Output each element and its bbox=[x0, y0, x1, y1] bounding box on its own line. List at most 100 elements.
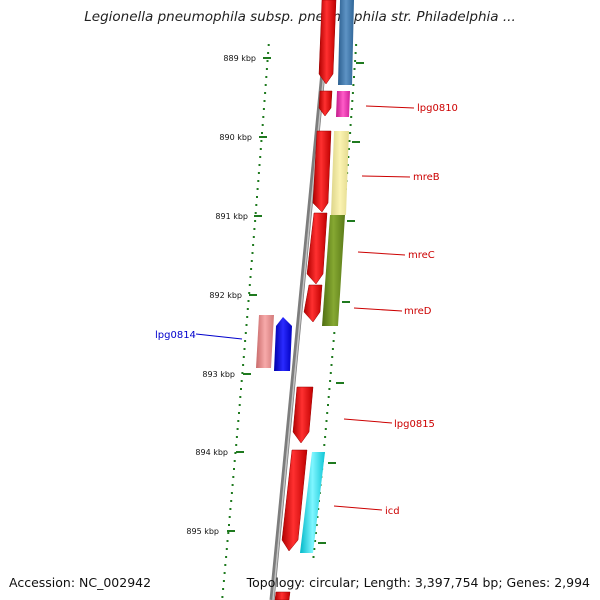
minor-tick bbox=[265, 68, 268, 70]
minor-tick bbox=[349, 132, 352, 134]
minor-tick bbox=[248, 284, 251, 286]
minor-tick bbox=[246, 308, 249, 310]
minor-tick bbox=[240, 388, 242, 390]
minor-tick bbox=[330, 364, 333, 366]
minor-tick bbox=[267, 52, 270, 54]
minor-tick bbox=[241, 372, 244, 374]
minor-tick bbox=[313, 548, 316, 550]
gene-arrow-top bbox=[318, 0, 337, 85]
minor-tick bbox=[353, 76, 355, 78]
minor-tick bbox=[347, 156, 350, 158]
minor-tick bbox=[240, 380, 243, 382]
gene-bar-salmon bbox=[256, 315, 274, 368]
gene-arrow-lpg0810-left bbox=[318, 90, 333, 117]
minor-tick bbox=[246, 316, 249, 318]
minor-tick bbox=[331, 348, 334, 350]
gene-arrow-mreB-left bbox=[312, 130, 332, 213]
minor-tick bbox=[351, 92, 354, 94]
minor-tick bbox=[329, 372, 332, 374]
minor-tick bbox=[263, 100, 266, 102]
gene-label-lpg0814: lpg0814 bbox=[155, 330, 196, 341]
genome-summary-text: Topology: circular; Length: 3,397,754 bp… bbox=[246, 575, 590, 590]
minor-tick bbox=[333, 332, 336, 334]
gene-bar-mreC-mreD bbox=[322, 215, 345, 326]
gene-arrow-mreC-left bbox=[306, 212, 328, 285]
gene-label-mreD: mreD bbox=[404, 306, 432, 317]
minor-tick bbox=[224, 564, 227, 566]
tick-label-895: 895 kbp bbox=[186, 527, 219, 536]
gene-arrow-mreD-left bbox=[303, 284, 323, 323]
minor-tick bbox=[244, 332, 247, 334]
minor-tick bbox=[236, 428, 239, 430]
tick-label-892: 892 kbp bbox=[209, 291, 242, 300]
minor-tick bbox=[265, 76, 268, 78]
minor-tick bbox=[327, 404, 329, 406]
tick-label-894: 894 kbp bbox=[195, 448, 228, 457]
minor-tick bbox=[257, 172, 260, 174]
minor-tick bbox=[247, 300, 250, 302]
minor-tick bbox=[259, 148, 262, 150]
minor-tick bbox=[250, 268, 253, 270]
minor-tick bbox=[331, 356, 334, 358]
minor-tick bbox=[230, 492, 233, 494]
minor-tick bbox=[227, 532, 230, 534]
minor-tick bbox=[316, 516, 319, 518]
minor-tick bbox=[243, 348, 246, 350]
minor-tick bbox=[235, 444, 238, 446]
minor-tick bbox=[254, 220, 257, 222]
minor-tick bbox=[329, 380, 332, 382]
gene-arrow-lpg0815 bbox=[292, 386, 314, 444]
minor-tick bbox=[324, 436, 327, 438]
minor-tick bbox=[226, 540, 229, 542]
minor-tick bbox=[261, 132, 263, 134]
tick-label-891: 891 kbp bbox=[215, 212, 248, 221]
tick-label-889: 889 kbp bbox=[223, 54, 256, 63]
minor-tick bbox=[262, 108, 265, 110]
minor-tick bbox=[229, 508, 232, 510]
gene-features bbox=[256, 0, 354, 600]
minor-tick bbox=[315, 524, 318, 526]
minor-tick bbox=[250, 260, 253, 262]
label-leaders bbox=[195, 105, 415, 511]
minor-tick bbox=[252, 244, 255, 246]
minor-tick bbox=[266, 60, 269, 62]
minor-tick bbox=[314, 540, 317, 542]
tick-label-890: 890 kbp bbox=[219, 133, 252, 142]
minor-tick bbox=[262, 116, 265, 118]
gene-label-mreC: mreC bbox=[408, 250, 435, 261]
minor-tick bbox=[230, 500, 233, 502]
minor-tick bbox=[237, 420, 240, 422]
gene-label-lpg0810: lpg0810 bbox=[417, 103, 458, 114]
minor-tick bbox=[348, 140, 351, 142]
minor-tick bbox=[325, 420, 328, 422]
minor-tick bbox=[254, 212, 257, 214]
minor-tick bbox=[255, 204, 258, 206]
tick-label-893: 893 kbp bbox=[202, 370, 235, 379]
gene-label-icd: icd bbox=[385, 506, 400, 517]
minor-tick bbox=[234, 452, 237, 454]
minor-tick bbox=[239, 396, 242, 398]
minor-tick bbox=[354, 60, 357, 62]
minor-tick bbox=[252, 236, 255, 238]
gene-label-mreB: mreB bbox=[413, 172, 440, 183]
gene-label-lpg0815: lpg0815 bbox=[394, 419, 435, 430]
minor-tick bbox=[256, 188, 259, 190]
minor-tick bbox=[312, 556, 315, 558]
map-title: Legionella pneumophila subsp. pneumophil… bbox=[84, 9, 516, 25]
minor-tick bbox=[238, 404, 241, 406]
minor-tick bbox=[347, 148, 350, 150]
minor-tick bbox=[232, 476, 235, 478]
minor-tick bbox=[350, 108, 353, 110]
minor-tick bbox=[260, 140, 263, 142]
gene-arrow-lpg0814 bbox=[274, 317, 292, 371]
minor-tick bbox=[223, 572, 226, 574]
minor-tick bbox=[222, 580, 225, 582]
minor-tick bbox=[352, 84, 355, 86]
accession-text: Accession: NC_002942 bbox=[9, 575, 152, 590]
gene-arrow-icd-left bbox=[281, 449, 308, 552]
minor-tick bbox=[249, 276, 252, 278]
minor-tick bbox=[267, 44, 270, 46]
minor-tick bbox=[323, 444, 326, 446]
gene-bar-icd bbox=[300, 452, 325, 553]
